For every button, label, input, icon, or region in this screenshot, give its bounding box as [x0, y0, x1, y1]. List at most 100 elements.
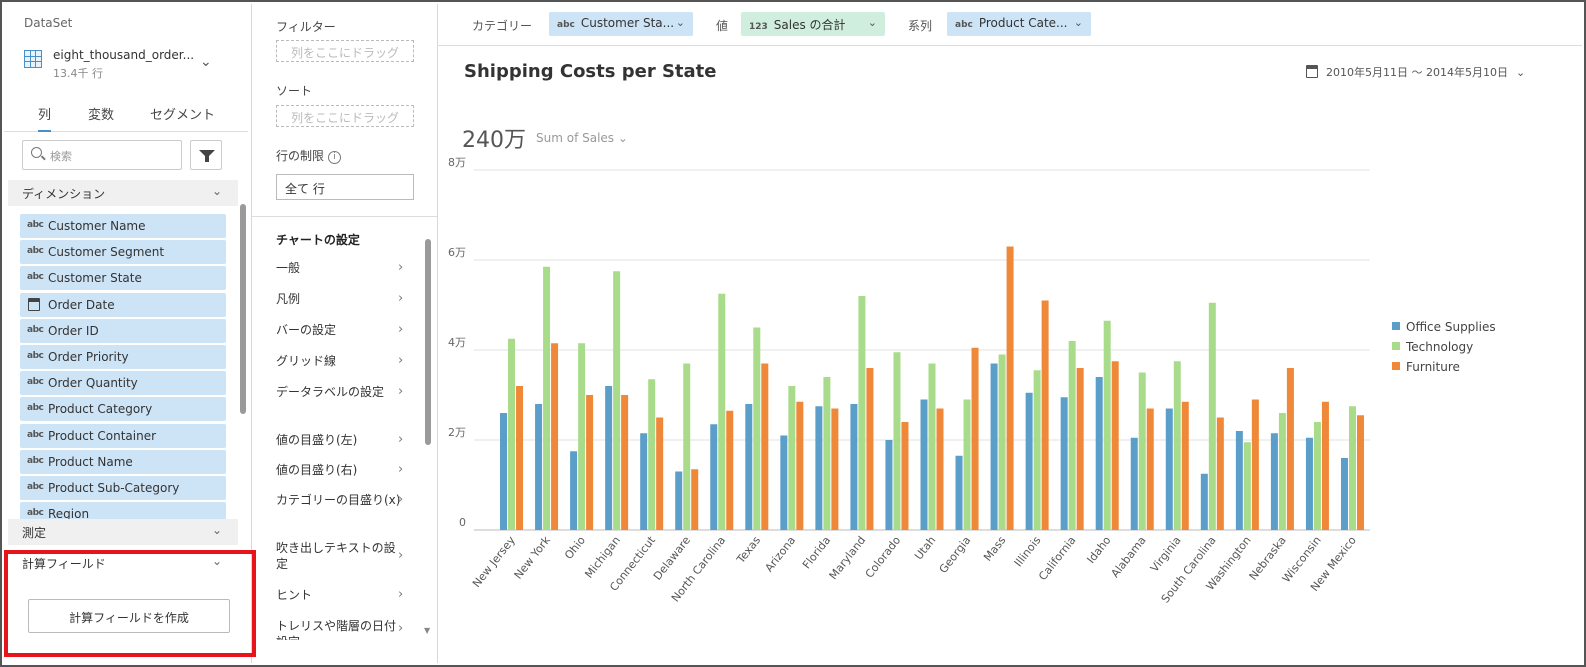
scroll-down-arrow-icon[interactable]: ▼ [424, 626, 431, 635]
bar [1138, 372, 1146, 530]
dimension-field[interactable]: abc Order Priority [20, 344, 226, 369]
chart-setting-item[interactable]: トレリスや階層の日付設定› [276, 618, 406, 640]
dimension-section-header[interactable]: ディメンション ⌄ [8, 180, 238, 206]
chevron-right-icon: › [398, 353, 404, 368]
bar [901, 422, 909, 530]
chevron-right-icon: › [398, 322, 404, 337]
tab-segments[interactable]: セグメント [150, 108, 216, 123]
field-label: Product Container [48, 428, 157, 443]
chart-setting-item[interactable]: 値の目盛り(左) › [276, 432, 406, 448]
field-label: Product Name [48, 454, 133, 469]
row-limit-input[interactable]: 全て 行 [276, 174, 414, 200]
field-tabs: 列 変数 セグメント [4, 94, 248, 132]
dataset-selector[interactable]: eight_thousand_order... 13.4千 行 ⌄ [24, 44, 239, 84]
measure-section-header[interactable]: 測定 ⌄ [8, 519, 238, 545]
bar [963, 399, 971, 530]
calc-field-section-header[interactable]: 計算フィールド ⌄ [8, 550, 238, 576]
date-range-selector[interactable]: 2010年5月11日 ～ 2014年5月10日 ⌄ [1306, 64, 1525, 80]
x-tick-label: Arizona [763, 534, 799, 575]
filter-label: フィルター [276, 20, 336, 34]
dimension-field[interactable]: abc Product Category [20, 397, 226, 422]
chart-setting-item[interactable]: 値の目盛り(右) › [276, 462, 406, 478]
bar [586, 395, 594, 530]
measure-selector[interactable]: Sum of Sales ⌄ [536, 131, 628, 145]
filter-drop-zone[interactable]: 列をここにドラッグ [276, 40, 414, 62]
abc-type-icon: abc [27, 220, 44, 230]
bar [831, 408, 839, 530]
chart-setting-item[interactable]: カテゴリーの目盛り(x) › [276, 492, 406, 508]
tab-columns[interactable]: 列 [38, 104, 52, 132]
scrollbar[interactable] [240, 204, 246, 414]
chart-setting-item[interactable]: データラベルの設定 › [276, 384, 406, 400]
dimension-field[interactable]: abc Customer Segment [20, 240, 226, 265]
chart-setting-label: ヒント [276, 588, 313, 602]
bar [613, 271, 621, 530]
chart-setting-item[interactable]: 吹き出しテキストの設定 › [276, 540, 406, 572]
legend-label: Furniture [1406, 360, 1460, 374]
x-tick-label: Idaho [1084, 534, 1113, 566]
info-icon[interactable]: i [328, 151, 342, 164]
bar [936, 408, 944, 530]
x-tick-label: Florida [800, 534, 833, 571]
sort-drop-zone[interactable]: 列をここにドラッグ [276, 105, 414, 127]
dataset-name: eight_thousand_order... [53, 48, 195, 62]
field-label: Customer Segment [48, 245, 165, 260]
bar [683, 363, 691, 530]
chart-setting-item[interactable]: 凡例 › [276, 291, 406, 307]
dataset-panel: DataSet eight_thousand_order... 13.4千 行 … [4, 4, 252, 663]
bar [1235, 431, 1243, 530]
bar [1305, 437, 1313, 530]
chart-setting-item[interactable]: バーの設定 › [276, 322, 406, 338]
bar [1243, 442, 1251, 530]
chevron-down-icon[interactable]: ⌄ [200, 54, 212, 70]
calc-field-section-label: 計算フィールド [22, 557, 106, 571]
chart-settings-panel: フィルター 列をここにドラッグ ソート 列をここにドラッグ 行の制限 i 全て 行… [252, 4, 438, 663]
bar [780, 435, 788, 530]
abc-type-icon: abc [27, 508, 44, 519]
bar [508, 338, 516, 530]
tab-variables[interactable]: 変数 [88, 108, 115, 123]
filter-button[interactable] [190, 140, 222, 170]
abc-type-icon: abc [27, 272, 44, 283]
chart-setting-label: 一般 [276, 261, 301, 275]
legend-item[interactable]: Office Supplies [1392, 320, 1496, 340]
dimension-field[interactable]: abc Order ID [20, 318, 226, 343]
value-pill[interactable]: 123 Sales の合計 ⌄ [741, 12, 885, 36]
dimension-field[interactable]: abc Order Quantity [20, 371, 226, 396]
category-value: Customer Sta... [580, 16, 675, 30]
bar [621, 395, 629, 530]
chevron-right-icon: › [398, 291, 404, 306]
category-pill[interactable]: abc Customer Sta... ⌄ [549, 12, 693, 36]
search-input[interactable]: 検索 [22, 140, 182, 170]
abc-type-icon: abc [955, 20, 973, 30]
bar [1095, 377, 1103, 530]
bar [1068, 341, 1076, 530]
field-label: Order Quantity [48, 376, 138, 391]
series-pill[interactable]: abc Product Cate... ⌄ [947, 12, 1091, 36]
bar [578, 343, 586, 530]
legend-swatch [1392, 362, 1400, 370]
create-calc-field-button[interactable]: 計算フィールドを作成 [28, 599, 230, 633]
dimension-field-list: abc Customer Name abc Customer Segment abc Cu… [20, 214, 226, 528]
dimension-field[interactable]: Order Date [20, 292, 226, 317]
legend-swatch [1392, 342, 1400, 350]
chart-setting-item[interactable]: グリッド線 › [276, 353, 406, 369]
chart-setting-item[interactable]: ヒント › [276, 587, 406, 603]
dimension-field[interactable]: abc Product Name [20, 449, 226, 474]
dimension-field[interactable]: abc Product Container [20, 423, 226, 448]
x-tick-label: Ohio [562, 534, 588, 562]
dimension-field[interactable]: abc Product Sub-Category [20, 475, 226, 500]
bar [535, 404, 543, 530]
dimension-field[interactable]: abc Customer State [20, 266, 226, 291]
bar [1216, 417, 1224, 530]
legend-item[interactable]: Furniture [1392, 360, 1496, 380]
scrollbar[interactable] [425, 239, 431, 445]
row-limit-label-row: 行の制限 i [276, 147, 342, 164]
dimension-field[interactable]: abc Customer Name [20, 214, 226, 238]
legend-item[interactable]: Technology [1392, 340, 1496, 360]
chevron-down-icon: ⌄ [211, 554, 222, 568]
category-label: カテゴリー [472, 19, 533, 33]
bar [710, 424, 718, 530]
calendar-icon [1306, 65, 1318, 78]
chart-setting-item[interactable]: 一般 › [276, 260, 406, 276]
